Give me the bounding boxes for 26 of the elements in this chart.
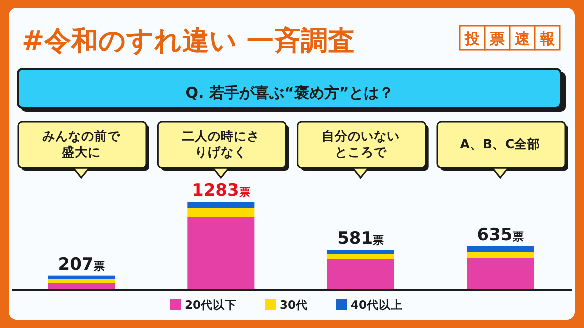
- x-tick-label: A、B、C全部: [460, 136, 541, 152]
- bar: [327, 254, 394, 260]
- chart-subtitle: Q. 若手が喜ぶ“褒め方”とは？: [186, 84, 394, 102]
- bar: [188, 208, 255, 218]
- bar: [467, 258, 534, 290]
- chart-title: #令和のすれ違い 一斉調査: [22, 26, 356, 57]
- bar: [467, 252, 534, 258]
- x-tick-label: 二人の時にさりげなく: [182, 128, 260, 160]
- bar: [327, 250, 394, 254]
- annotation: 1283票: [192, 181, 250, 201]
- bar: [48, 276, 115, 280]
- legend-label: 20代以下: [185, 298, 238, 312]
- bar: [467, 246, 534, 252]
- bar: [48, 279, 115, 284]
- annotation: 635票: [477, 225, 524, 246]
- bar: [188, 202, 255, 208]
- x-tick-label: 自分のいないところで: [322, 128, 400, 160]
- legend-label: 40代以上: [351, 298, 404, 312]
- bar: [327, 259, 394, 290]
- legend-label: 30代: [280, 298, 308, 312]
- bar: [48, 283, 115, 290]
- x-tick-label: みんなの前で盛大に: [42, 128, 122, 160]
- text: 投票速報: [464, 30, 556, 48]
- annotation: 581票: [338, 229, 384, 250]
- annotation: 207票: [58, 254, 105, 275]
- bar: [188, 217, 255, 290]
